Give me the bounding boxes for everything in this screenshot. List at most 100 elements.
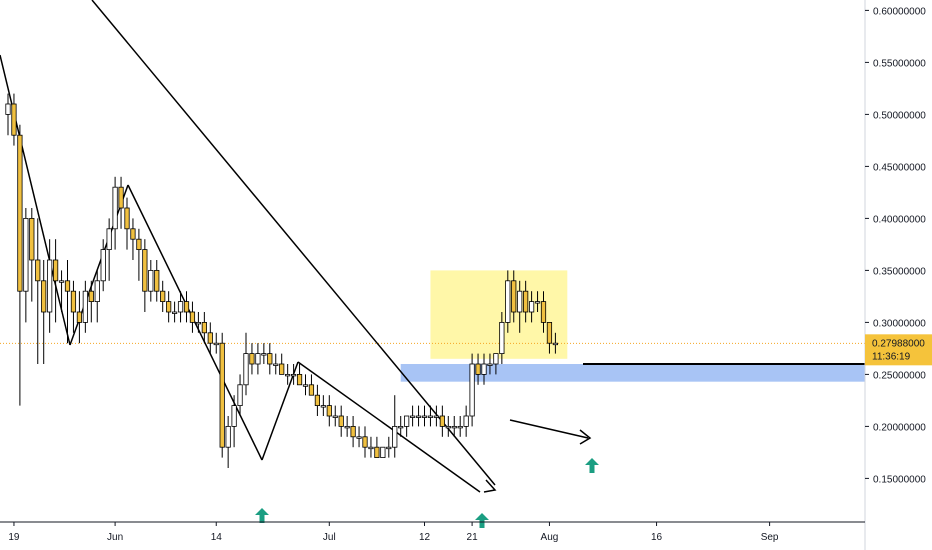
- candle-body: [279, 363, 285, 375]
- candle-body: [70, 290, 77, 313]
- candle-body: [177, 301, 184, 313]
- candle-body: [332, 415, 338, 418]
- candle-body: [100, 249, 106, 282]
- price-tick-label: 0.15000000: [873, 474, 926, 485]
- candle-body: [273, 363, 279, 366]
- buy-arrow-icon: [255, 508, 269, 523]
- buy-markers: [255, 458, 599, 528]
- candle-body: [53, 259, 59, 282]
- candle-body: [386, 446, 392, 450]
- candle-body: [160, 290, 166, 303]
- drop-leg-1: [0, 54, 71, 346]
- candle-body: [171, 311, 178, 314]
- candle-body: [451, 425, 457, 429]
- candle-body: [41, 280, 47, 313]
- candle-body: [231, 405, 237, 427]
- time-tick-label: 14: [211, 532, 223, 543]
- price-tick-label: 0.55000000: [873, 58, 926, 69]
- candle-body: [457, 425, 463, 429]
- candle-body: [35, 259, 41, 282]
- candle-body: [195, 321, 201, 325]
- last-price-box: 0.27988000 11:36:19: [865, 334, 932, 366]
- candle-body: [404, 415, 410, 427]
- candle-body: [124, 207, 130, 230]
- candle-body: [433, 415, 440, 418]
- candle-body: [64, 280, 71, 292]
- price-tick-label: 0.20000000: [873, 422, 926, 433]
- candle-body: [308, 384, 315, 396]
- candle-body: [23, 217, 29, 292]
- price-tick-label: 0.25000000: [873, 370, 926, 381]
- candle-body: [505, 280, 511, 323]
- candle-body: [338, 415, 344, 427]
- candle-body: [493, 353, 499, 365]
- candle-body: [302, 384, 309, 387]
- consolidation-line: [509, 419, 589, 439]
- candle-body: [201, 321, 207, 334]
- candle-body: [320, 405, 326, 408]
- time-tick-label: Jun: [107, 532, 123, 543]
- candle-body: [29, 217, 35, 261]
- candle-body: [552, 342, 559, 346]
- last-price-badge: [865, 334, 932, 366]
- candle-body: [183, 301, 190, 313]
- time-tick-label: Aug: [541, 532, 559, 543]
- price-tick-label: 0.40000000: [873, 214, 926, 225]
- candles: [5, 93, 559, 468]
- candle-body: [285, 373, 291, 377]
- time-tick-label: 16: [651, 532, 663, 543]
- candle-body: [314, 394, 321, 407]
- price-tick-label: 0.50000000: [873, 110, 926, 121]
- candle-body: [267, 353, 273, 365]
- candle-body: [463, 415, 469, 427]
- time-tick-label: 19: [8, 532, 20, 543]
- candle-body: [243, 353, 249, 386]
- candle-body: [380, 446, 386, 459]
- time-axis[interactable]: 19 Jun 14 Jul 12 21 Aug 16 Sep: [0, 521, 865, 543]
- candle-body: [511, 280, 517, 313]
- candle-body: [445, 425, 451, 429]
- candle-body: [392, 425, 398, 448]
- price-axis[interactable]: 0.15000000 0.20000000 0.25000000 0.30000000…: [864, 0, 926, 550]
- candle-body: [237, 384, 243, 406]
- time-tick-label: Sep: [761, 532, 779, 543]
- bounce-leg: [261, 361, 299, 461]
- bar-countdown: 11:36:19: [872, 351, 911, 362]
- candle-body: [546, 321, 553, 344]
- arrow-head-2: [579, 429, 592, 445]
- candle-body: [17, 134, 23, 292]
- consolidation-zone: [430, 270, 568, 359]
- candle-body: [529, 301, 535, 313]
- candle-body: [76, 311, 82, 323]
- candle-body: [207, 332, 213, 344]
- candle-body: [481, 363, 487, 375]
- candle-body: [255, 353, 261, 365]
- candle-body: [523, 290, 529, 313]
- last-price-value: 0.27988000: [872, 338, 925, 349]
- candle-body: [356, 436, 362, 439]
- candle-body: [374, 446, 380, 459]
- candle-body: [290, 373, 297, 377]
- candle-body: [142, 249, 148, 292]
- candle-body: [148, 269, 154, 292]
- candle-body: [261, 353, 267, 356]
- candle-body: [136, 238, 142, 250]
- candle-body: [368, 446, 374, 450]
- candle-body: [439, 415, 445, 427]
- time-tick-label: 12: [419, 532, 431, 543]
- candle-body: [47, 259, 53, 313]
- candle-body: [421, 415, 428, 418]
- candle-body: [112, 186, 118, 230]
- candle-body: [82, 290, 88, 323]
- candle-body: [106, 228, 112, 251]
- candle-body: [398, 425, 404, 429]
- time-tick-label: Jul: [323, 532, 336, 543]
- support-zone: [400, 364, 865, 382]
- candle-body: [296, 373, 303, 386]
- price-tick-label: 0.60000000: [873, 6, 926, 17]
- arrow-head-1: [483, 479, 497, 493]
- candle-body: [118, 186, 124, 209]
- candle-body: [540, 301, 547, 323]
- candle-body: [225, 425, 231, 448]
